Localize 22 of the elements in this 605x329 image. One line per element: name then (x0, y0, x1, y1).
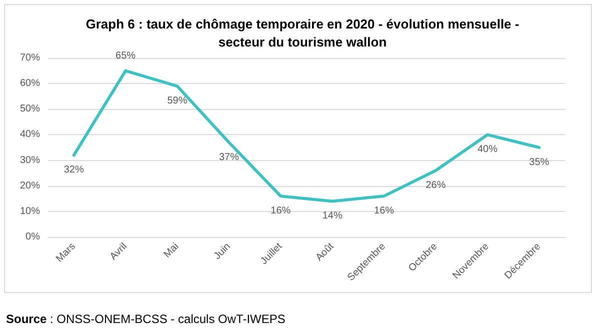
data-label: 16% (374, 206, 394, 217)
chart-title: Graph 6 : taux de chômage temporaire en 2020 - évolution mensuelle - secteur du tourisme wallon (86, 16, 520, 50)
y-tick-label: 0% (26, 232, 40, 242)
x-tick-label: Mai (162, 241, 182, 260)
source-note: Source : ONSS-ONEM-BCSS - calculs OwT-IWEPS (6, 312, 286, 326)
y-tick-label: 50% (20, 104, 40, 115)
data-label: 16% (270, 206, 291, 217)
y-tick-label: 60% (20, 78, 40, 90)
data-label: 14% (322, 210, 342, 222)
data-label: 59% (167, 96, 188, 107)
data-label: 37% (218, 152, 240, 163)
y-tick-label: 10% (20, 206, 40, 217)
y-tick-label: 40% (20, 129, 40, 140)
y-tick-label: 70% (20, 52, 40, 64)
y-tick-label: 30% (20, 154, 40, 166)
data-label: 32% (64, 164, 84, 176)
data-label: 26% (426, 180, 446, 192)
data-label: 40% (477, 144, 498, 156)
x-tick-label: Juin (212, 241, 233, 262)
data-label: 35% (529, 157, 550, 168)
data-label: 65% (116, 50, 136, 62)
y-tick-label: 20% (20, 180, 40, 192)
